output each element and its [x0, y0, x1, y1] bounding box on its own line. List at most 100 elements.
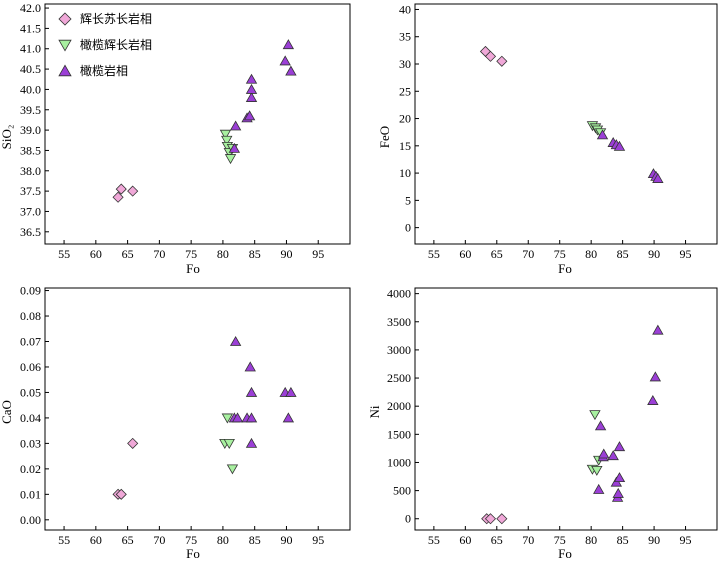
sio2-x-tick-label: 65	[122, 247, 134, 261]
feo-x-tick-label: 85	[617, 247, 629, 261]
sio2-y-tick-label: 39.5	[20, 103, 41, 117]
ni-point-olivine_rock	[613, 472, 626, 483]
sio2-y-tick-label: 39.0	[20, 123, 41, 137]
legend-marker-gabbronorite	[58, 12, 72, 26]
ni-point-olivine_gabbro	[589, 410, 601, 421]
cao-point-olivine_rock	[245, 412, 258, 423]
cao-y-tick-label: 0.04	[20, 411, 41, 425]
cao-point-olivine_rock	[231, 412, 244, 423]
feo-y-tick-label: 35	[399, 30, 411, 44]
cao-y-tick-label: 0.08	[20, 309, 41, 323]
ni-y-tick-label: 1000	[387, 455, 411, 469]
feo-y-tick-label: 5	[405, 193, 411, 207]
sio2-point-olivine_gabbro	[219, 129, 232, 140]
ni-x-tick-label: 95	[680, 533, 692, 547]
cao-point-olivine_rock	[282, 412, 295, 423]
ni-x-tick-label: 65	[491, 533, 503, 547]
feo-y-tick-label: 0	[405, 221, 411, 235]
feo-x-tick-label: 75	[554, 247, 566, 261]
cao-y-tick-label: 0.02	[20, 462, 41, 476]
sio2-y-tick-label: 40.5	[20, 62, 41, 76]
ni-point-gabbronorite	[484, 513, 497, 525]
feo-x-tick-label: 90	[648, 247, 660, 261]
feo-y-tick-label: 10	[399, 166, 411, 180]
feo-y-tick-label: 25	[399, 84, 411, 98]
cao-point-gabbronorite	[115, 488, 127, 500]
cao-x-tick-label: 70	[153, 533, 165, 547]
ni-point-olivine_rock	[598, 448, 610, 459]
ni-y-tick-label: 0	[405, 512, 411, 526]
sio2-x-tick-label: 85	[249, 247, 261, 261]
sio2-y-tick-label: 41.5	[20, 21, 41, 35]
sio2-y-tick-label: 42.0	[20, 1, 41, 15]
sio2-y-tick-label: 36.5	[20, 225, 41, 239]
sio2-point-olivine_rock	[245, 83, 258, 94]
cao-point-olivine_rock	[245, 437, 258, 448]
sio2-x-tick-label: 95	[312, 247, 324, 261]
cao-x-tick-label: 60	[90, 533, 102, 547]
cao-y-tick-label: 0.01	[20, 487, 41, 501]
sio2-point-olivine_rock	[228, 142, 241, 153]
cao-y-tick-label: 0.00	[20, 513, 41, 527]
sio2-y-tick-label: 38.5	[20, 143, 41, 157]
ni-x-tick-label: 60	[459, 533, 471, 547]
feo-x-tick-label: 80	[585, 247, 597, 261]
feo-point-gabbronorite	[484, 50, 497, 62]
panel-sio2: 55 60 65 70 75 80 85 90 95 36.5 37.0 37.5 38.0 38.5 39…	[0, 1, 351, 276]
feo-y-tick-label: 20	[399, 112, 411, 126]
cao-y-axis-label: CaO	[0, 400, 14, 424]
feo-point-gabbronorite	[496, 55, 508, 67]
cao-point-olivine_rock	[244, 361, 256, 372]
cao-point-olivine_rock	[229, 335, 242, 346]
ni-point-olivine_rock	[652, 324, 664, 335]
ni-point-olivine_rock	[647, 395, 659, 405]
cao-x-axis-label: Fo	[186, 546, 200, 561]
panel-ni: 55 60 65 70 75 80 85 90 95 0 500 1000 1500 2000 2500 30…	[367, 287, 718, 561]
ni-point-olivine_rock	[649, 371, 662, 382]
feo-plot-frame	[414, 3, 718, 245]
cao-point-olivine_gabbro	[221, 413, 234, 424]
cao-y-tick-label: 0.03	[20, 436, 41, 450]
sio2-x-tick-label: 80	[217, 247, 229, 261]
ni-point-gabbronorite	[496, 513, 508, 525]
ni-y-tick-label: 3500	[387, 315, 411, 329]
sio2-plot-frame	[44, 3, 351, 245]
sio2-x-tick-label: 60	[90, 247, 102, 261]
cao-plot-frame	[44, 287, 351, 531]
cao-x-tick-label: 80	[217, 533, 229, 547]
sio2-y-tick-label: 38.0	[20, 164, 41, 178]
ni-point-olivine_gabbro	[591, 465, 603, 476]
ni-point-olivine_rock	[594, 420, 607, 431]
sio2-point-olivine_rock	[245, 92, 258, 102]
ni-x-tick-label: 90	[648, 533, 660, 547]
cao-point-olivine_rock	[285, 386, 297, 397]
ni-x-tick-label: 80	[585, 533, 597, 547]
cao-x-tick-label: 85	[249, 533, 261, 547]
ni-point-olivine_rock	[613, 441, 626, 452]
sio2-y-tick-label: 41.0	[20, 42, 41, 56]
ni-y-tick-label: 1500	[387, 427, 411, 441]
cao-x-tick-label: 90	[280, 533, 292, 547]
feo-x-tick-label: 70	[522, 247, 534, 261]
ni-x-tick-label: 85	[617, 533, 629, 547]
sio2-point-olivine_rock	[279, 55, 291, 66]
sio2-x-axis-label: Fo	[186, 261, 200, 276]
feo-point-olivine_rock	[613, 140, 626, 151]
sio2-point-gabbronorite	[127, 185, 139, 197]
cao-x-tick-label: 75	[185, 533, 197, 547]
feo-y-tick-label: 30	[399, 57, 411, 71]
ni-y-tick-label: 2000	[387, 399, 411, 413]
legend-label-gabbronorite: 辉长苏长岩相	[80, 11, 152, 26]
ni-x-axis-label: Fo	[558, 546, 572, 561]
ni-x-tick-label: 70	[522, 533, 534, 547]
sio2-point-gabbronorite	[115, 183, 127, 195]
ni-y-tick-label: 3000	[387, 343, 411, 357]
feo-x-tick-label: 55	[428, 247, 440, 261]
ni-point-olivine_rock	[593, 483, 605, 494]
feo-point-olivine_rock	[596, 129, 609, 140]
legend-marker-olivine_rock	[58, 64, 72, 77]
cao-point-olivine_gabbro	[223, 438, 235, 449]
cao-y-tick-label: 0.05	[20, 385, 41, 399]
